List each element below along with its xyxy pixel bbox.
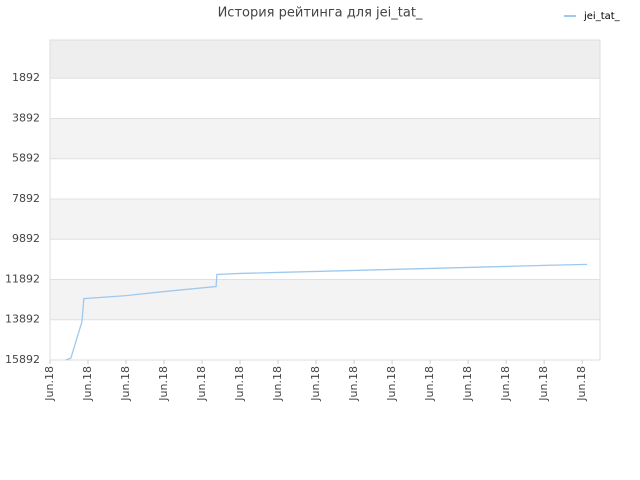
x-tick-label: Jun.18 [119,366,132,402]
y-tick-label: 13892 [5,313,40,326]
x-tick-label: Jun.18 [43,366,56,402]
y-tick-label: 7892 [12,192,40,205]
grid-band [50,118,600,159]
plot-frame [49,39,601,361]
x-tick-label: Jun.18 [423,366,436,402]
x-tick-label: Jun.18 [499,366,512,402]
x-tick-label: Jun.18 [195,366,208,402]
x-tick-label: Jun.18 [461,366,474,402]
y-tick-label: 11892 [5,272,40,285]
y-tick-label: 9892 [12,232,40,245]
grid-band [50,319,600,360]
grid-band [50,198,600,240]
y-tick-label: 3892 [12,111,40,124]
grid-band [50,158,600,199]
chart-title: История рейтинга для jei_tat_ [218,6,423,21]
x-tick-label: Jun.18 [537,366,550,402]
grid-band [50,78,600,119]
x-tick-label: Jun.18 [81,366,94,402]
x-tick-label: Jun.18 [347,366,360,402]
grid-band [50,279,600,320]
y-tick-label: 1892 [12,71,40,84]
x-tick-label: Jun.18 [385,366,398,402]
grid-band [50,239,600,280]
x-tick-label: Jun.18 [309,366,322,402]
x-tick-label: Jun.18 [271,366,284,402]
grid-band [50,40,600,79]
legend-label: jei_tat_ [583,11,621,22]
x-tick-label: Jun.18 [233,366,246,402]
y-tick-label: 5892 [12,152,40,165]
x-tick-label: Jun.18 [157,366,170,402]
line-series [65,263,588,361]
x-tick-label: Jun.18 [575,366,588,402]
y-tick-label: 15892 [5,353,40,366]
